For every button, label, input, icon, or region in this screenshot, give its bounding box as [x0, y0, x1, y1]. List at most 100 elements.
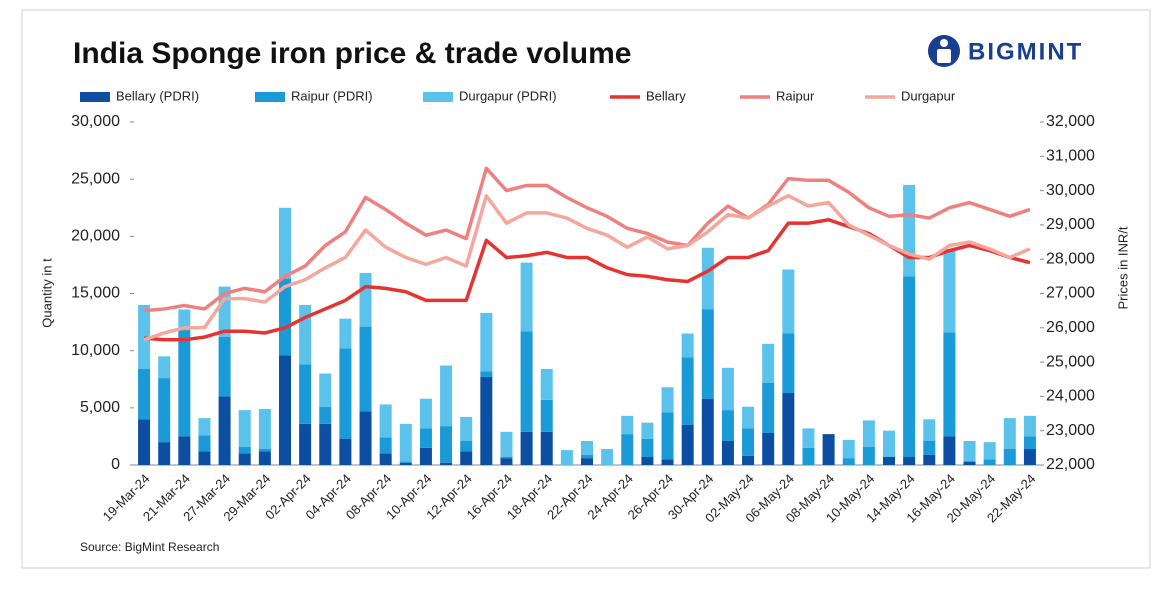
bar [158, 442, 171, 465]
bar [802, 447, 815, 465]
bar [339, 438, 352, 465]
bar [721, 410, 734, 441]
bar [742, 455, 755, 465]
bar [279, 278, 291, 356]
bar [359, 272, 372, 327]
bar [923, 440, 936, 455]
bar [258, 451, 271, 465]
bar [1023, 448, 1036, 465]
bar [862, 446, 875, 465]
bar [621, 415, 634, 435]
bar [440, 426, 453, 463]
bar [963, 440, 976, 462]
bar [641, 456, 654, 465]
bar [782, 392, 795, 465]
bar [923, 419, 936, 441]
bar [158, 378, 171, 443]
y-tick-label: 25,000 [71, 170, 120, 187]
bar [983, 442, 996, 460]
bar [460, 451, 473, 465]
bar [540, 431, 553, 465]
bar [520, 431, 533, 465]
bar [480, 371, 493, 377]
legend-swatch [80, 92, 110, 102]
bar [903, 276, 916, 457]
bar [399, 461, 412, 463]
legend-swatch [423, 92, 453, 102]
bar [742, 428, 755, 456]
bar [742, 406, 755, 429]
logo-icon-head [940, 39, 948, 47]
logo-icon-body [937, 49, 951, 63]
bar [540, 368, 553, 400]
y2-tick-label: 29,000 [1046, 216, 1095, 233]
bar [883, 456, 895, 465]
y-axis-label: Quantity in t [39, 258, 54, 328]
logo: BIGMINT [928, 35, 1081, 67]
y2-tick-label: 22,000 [1046, 456, 1095, 473]
bar [943, 248, 956, 333]
bar [379, 453, 392, 465]
bar [822, 434, 835, 465]
bar [782, 333, 795, 393]
bar [641, 422, 654, 439]
bar [762, 382, 775, 433]
bar [903, 456, 916, 465]
bar [701, 247, 714, 310]
legend-label: Bellary [646, 88, 686, 103]
y2-tick-label: 28,000 [1046, 250, 1095, 267]
bar [319, 406, 332, 424]
bar [661, 459, 674, 465]
bar [138, 304, 151, 369]
bar [842, 439, 855, 459]
bar [238, 453, 251, 465]
bar [440, 462, 453, 465]
bar [601, 448, 614, 465]
bar [299, 423, 312, 465]
y-tick-label: 30,000 [71, 113, 120, 130]
bar [520, 331, 533, 432]
bar [238, 410, 251, 447]
bar [721, 440, 734, 465]
bar [1003, 418, 1016, 449]
bar [661, 412, 674, 460]
bar [1023, 415, 1036, 437]
legend-swatch [255, 92, 285, 102]
frame [21, 9, 1151, 569]
bar [178, 436, 191, 465]
y-tick-label: 15,000 [71, 285, 120, 302]
bar [339, 348, 352, 439]
bar [359, 411, 372, 465]
bar [721, 367, 734, 411]
bar [419, 398, 432, 429]
bar [299, 364, 312, 424]
bar [178, 309, 191, 331]
bar [138, 368, 151, 420]
bar [701, 398, 714, 465]
legend-label: Durgapur [901, 88, 956, 103]
bar [943, 332, 956, 437]
bar [842, 458, 855, 465]
bar [540, 399, 553, 432]
bar [500, 458, 513, 465]
bar [802, 428, 815, 448]
bar [581, 440, 593, 455]
bar [198, 451, 211, 465]
y2-tick-label: 32,000 [1046, 113, 1095, 130]
bar [359, 326, 372, 412]
y2-tick-label: 30,000 [1046, 182, 1095, 199]
bar [621, 434, 634, 465]
bar [238, 446, 251, 454]
bar [319, 423, 332, 465]
bar [560, 450, 573, 465]
bar [641, 438, 654, 457]
bar [178, 330, 191, 437]
bar [460, 440, 473, 452]
bar [581, 454, 593, 459]
bar [681, 333, 694, 358]
bar [903, 184, 916, 277]
y-tick-label: 10,000 [71, 342, 120, 359]
chart-title: India Sponge iron price & trade volume [73, 37, 631, 70]
bar [218, 396, 231, 465]
